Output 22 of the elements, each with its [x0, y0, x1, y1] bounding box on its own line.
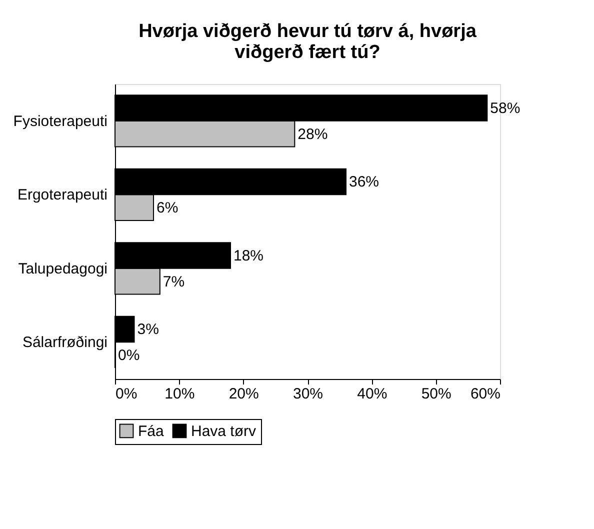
x-tick-label: 30% [292, 386, 324, 402]
x-tick-label: 0% [116, 386, 138, 402]
data-label: 28% [298, 126, 328, 143]
y-tick-label: Sálarfrøðingi [22, 334, 108, 352]
y-tick-label: Ergoterapeuti [17, 186, 108, 204]
y-tick-label: Talupedagogi [18, 260, 108, 278]
data-label: 36% [349, 174, 380, 191]
x-tick-label: 40% [357, 386, 388, 402]
data-label: 18% [234, 247, 264, 264]
chart-title: Hvørja viðgerð hevur tú tørv á, hvørja viðgerð fært tú? [138, 21, 477, 63]
data-label: 3% [137, 321, 159, 338]
legend-label: Fáa [138, 422, 165, 440]
data-label: 7% [162, 273, 185, 290]
x-tick-label: 60% [470, 386, 500, 402]
y-tick-label: Fysioterapeuti [13, 112, 108, 130]
legend-label: Hava tørv [191, 422, 257, 440]
x-tick-label: 50% [421, 386, 452, 402]
data-label: 0% [118, 347, 140, 364]
x-tick-label: 10% [164, 386, 195, 402]
x-tick-label: 20% [228, 386, 259, 402]
data-label: 6% [156, 200, 178, 217]
data-label: 58% [490, 100, 520, 117]
